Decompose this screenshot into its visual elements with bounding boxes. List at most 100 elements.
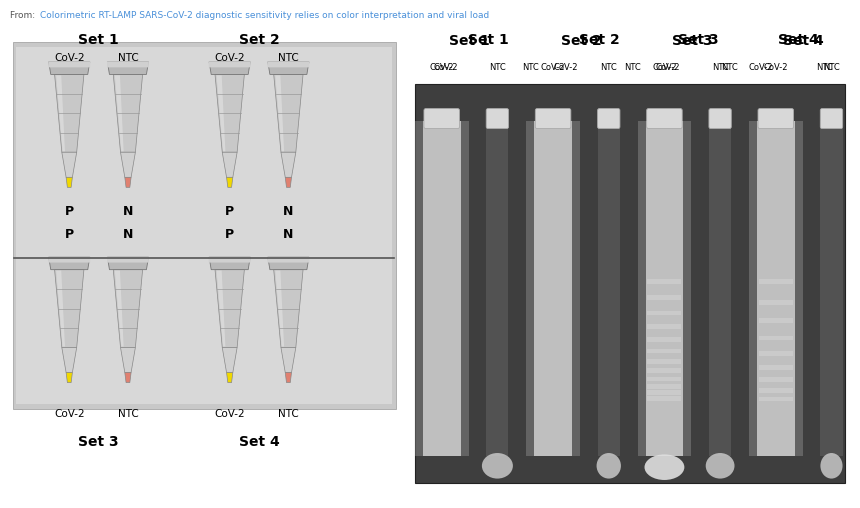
Text: Set 1: Set 1 bbox=[468, 33, 508, 47]
Text: CoV-2: CoV-2 bbox=[554, 63, 578, 72]
Polygon shape bbox=[572, 121, 580, 456]
FancyBboxPatch shape bbox=[759, 319, 793, 323]
FancyBboxPatch shape bbox=[759, 351, 793, 356]
Text: NTC: NTC bbox=[278, 53, 298, 63]
Text: Set 1: Set 1 bbox=[78, 33, 119, 47]
FancyBboxPatch shape bbox=[758, 109, 794, 129]
Polygon shape bbox=[215, 270, 244, 347]
Text: CoV-2: CoV-2 bbox=[652, 63, 677, 72]
FancyBboxPatch shape bbox=[648, 279, 681, 283]
Polygon shape bbox=[795, 121, 802, 456]
Polygon shape bbox=[267, 257, 309, 270]
FancyBboxPatch shape bbox=[209, 257, 250, 263]
Text: CoV-2: CoV-2 bbox=[214, 409, 245, 419]
FancyBboxPatch shape bbox=[424, 109, 459, 129]
Text: CoV-2: CoV-2 bbox=[214, 53, 245, 63]
Text: NTC: NTC bbox=[712, 63, 728, 72]
Polygon shape bbox=[66, 372, 72, 383]
Text: NTC: NTC bbox=[600, 63, 617, 72]
Polygon shape bbox=[66, 177, 72, 187]
FancyBboxPatch shape bbox=[107, 61, 149, 68]
Text: NTC: NTC bbox=[722, 63, 738, 72]
Polygon shape bbox=[125, 372, 131, 383]
FancyBboxPatch shape bbox=[759, 365, 793, 370]
FancyBboxPatch shape bbox=[759, 377, 793, 382]
Text: Set 4: Set 4 bbox=[778, 33, 819, 47]
FancyBboxPatch shape bbox=[759, 388, 793, 393]
Polygon shape bbox=[115, 75, 124, 151]
Polygon shape bbox=[108, 257, 149, 270]
FancyBboxPatch shape bbox=[209, 61, 250, 68]
Polygon shape bbox=[120, 152, 135, 177]
Text: Set 3: Set 3 bbox=[78, 435, 119, 449]
FancyBboxPatch shape bbox=[648, 359, 681, 364]
Polygon shape bbox=[217, 75, 225, 151]
Text: NTC: NTC bbox=[118, 53, 138, 63]
FancyBboxPatch shape bbox=[647, 109, 682, 129]
Polygon shape bbox=[120, 347, 135, 372]
Polygon shape bbox=[62, 347, 77, 372]
Text: N: N bbox=[123, 205, 133, 218]
FancyBboxPatch shape bbox=[267, 257, 310, 263]
Polygon shape bbox=[273, 270, 303, 347]
FancyBboxPatch shape bbox=[759, 336, 793, 340]
Polygon shape bbox=[281, 152, 296, 177]
FancyBboxPatch shape bbox=[759, 300, 793, 304]
Text: CoV-2: CoV-2 bbox=[748, 63, 773, 72]
FancyBboxPatch shape bbox=[648, 368, 681, 373]
Text: NTC: NTC bbox=[624, 63, 641, 72]
Polygon shape bbox=[275, 271, 284, 346]
Text: N: N bbox=[123, 228, 133, 241]
Text: CoV-2: CoV-2 bbox=[541, 63, 565, 72]
Polygon shape bbox=[125, 177, 131, 187]
Ellipse shape bbox=[482, 453, 513, 479]
Polygon shape bbox=[108, 62, 149, 74]
Text: NTC: NTC bbox=[823, 63, 840, 72]
Text: P: P bbox=[64, 205, 74, 218]
Polygon shape bbox=[683, 121, 691, 456]
FancyBboxPatch shape bbox=[648, 310, 681, 315]
Polygon shape bbox=[222, 152, 237, 177]
Text: CoV-2: CoV-2 bbox=[655, 63, 680, 72]
Polygon shape bbox=[286, 177, 292, 187]
Polygon shape bbox=[526, 121, 534, 456]
Text: NTC: NTC bbox=[278, 409, 298, 419]
FancyBboxPatch shape bbox=[759, 397, 793, 401]
FancyBboxPatch shape bbox=[759, 279, 793, 283]
FancyBboxPatch shape bbox=[486, 109, 508, 129]
FancyBboxPatch shape bbox=[757, 121, 795, 456]
Ellipse shape bbox=[706, 453, 734, 479]
FancyBboxPatch shape bbox=[598, 109, 620, 129]
Text: CoV-2: CoV-2 bbox=[429, 63, 454, 72]
Polygon shape bbox=[461, 121, 469, 456]
FancyBboxPatch shape bbox=[820, 109, 843, 129]
Text: Set 1: Set 1 bbox=[449, 34, 490, 48]
Text: N: N bbox=[283, 228, 293, 241]
FancyBboxPatch shape bbox=[648, 325, 681, 329]
Polygon shape bbox=[114, 74, 143, 152]
Text: Set 3: Set 3 bbox=[672, 34, 713, 48]
Polygon shape bbox=[217, 271, 225, 346]
Text: Set 4: Set 4 bbox=[239, 435, 280, 449]
Polygon shape bbox=[267, 62, 309, 74]
Polygon shape bbox=[226, 177, 233, 187]
FancyBboxPatch shape bbox=[648, 384, 681, 389]
Text: Set 2: Set 2 bbox=[561, 34, 601, 48]
FancyBboxPatch shape bbox=[267, 61, 310, 68]
Text: P: P bbox=[225, 228, 234, 241]
Polygon shape bbox=[281, 347, 296, 372]
Polygon shape bbox=[209, 62, 250, 74]
Ellipse shape bbox=[597, 453, 621, 479]
Text: Set 2: Set 2 bbox=[239, 33, 280, 47]
FancyBboxPatch shape bbox=[648, 396, 681, 401]
FancyBboxPatch shape bbox=[534, 121, 572, 456]
FancyBboxPatch shape bbox=[648, 391, 681, 395]
Text: From:: From: bbox=[10, 11, 39, 20]
Text: Set 4: Set 4 bbox=[783, 34, 824, 48]
FancyBboxPatch shape bbox=[648, 337, 681, 342]
FancyBboxPatch shape bbox=[423, 121, 461, 456]
Polygon shape bbox=[54, 74, 84, 152]
Text: Set 2: Set 2 bbox=[579, 33, 619, 47]
FancyBboxPatch shape bbox=[486, 121, 508, 456]
Polygon shape bbox=[749, 121, 757, 456]
